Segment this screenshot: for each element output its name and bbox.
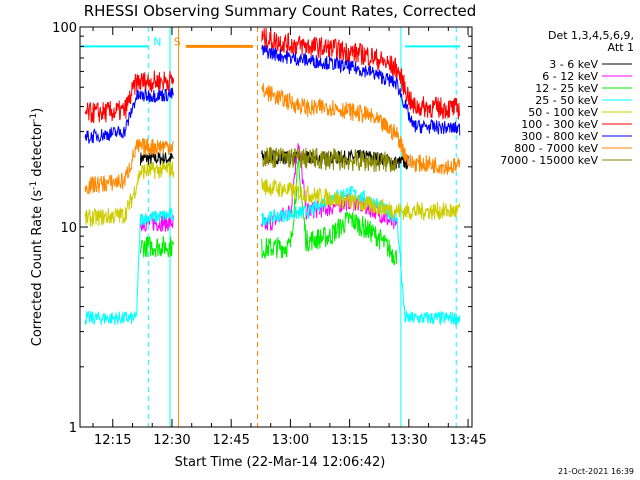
legend-header-line-2: Att 1 [608, 41, 634, 54]
legend-label-8: 7000 - 15000 keV [500, 154, 598, 167]
y-axis-label: Corrected Count Rate (s-1 detector-1) [29, 108, 45, 346]
x-tick-label-6: 13:45 [449, 433, 486, 448]
series-line-5-part-1 [261, 27, 461, 120]
x-axis-label: Start Time (22-Mar-14 12:06:42) [175, 455, 386, 470]
x-tick-label-4: 13:15 [331, 433, 368, 448]
series-line-1-part-0 [139, 213, 174, 232]
series-line-4-part-1 [261, 178, 461, 222]
chart-title: RHESSI Observing Summary Count Rates, Co… [84, 2, 477, 20]
series-line-7-part-0 [84, 138, 175, 195]
series-lines [84, 27, 461, 327]
series-line-8-part-0 [262, 146, 398, 173]
y-label-exp-2: -1 [29, 113, 39, 122]
footer-timestamp: 21-Oct-2021 16:39 [558, 467, 634, 476]
x-tick-label-2: 12:45 [212, 433, 249, 448]
night-label: N [153, 35, 161, 48]
legend-label-6: 300 - 800 keV [521, 130, 598, 143]
vertical-markers [147, 27, 457, 427]
series-line-3-part-0 [84, 206, 175, 326]
x-tick-label-5: 13:30 [390, 433, 427, 448]
axis-ticks: 12:15 12:30 12:45 13:00 13:15 13:30 13:45 1 10 10… [52, 21, 487, 448]
y-label-exp-1: -1 [29, 181, 39, 190]
series-line-2-part-0 [139, 235, 175, 258]
legend-label-2: 12 - 25 keV [535, 82, 598, 95]
legend-header-line-1: Det 1,3,4,5,6,9, [548, 29, 634, 42]
legend-label-1: 6 - 12 keV [542, 70, 598, 83]
series-line-6-part-0 [84, 87, 174, 144]
series-line-2-part-1 [261, 159, 398, 266]
legend-label-5: 100 - 300 keV [521, 118, 598, 131]
x-tick-label-0: 12:15 [94, 433, 131, 448]
y-tick-label-0: 1 [69, 421, 77, 436]
y-tick-label-2: 100 [52, 21, 77, 36]
attenuator-label: S [174, 35, 181, 48]
legend-label-0: 3 - 6 keV [549, 58, 598, 71]
legend-label-3: 25 - 50 keV [535, 94, 598, 107]
series-line-0-part-0 [139, 152, 174, 166]
series-line-4-part-0 [84, 160, 175, 227]
y-label-part-3: ) [30, 108, 45, 113]
legend-label-7: 800 - 7000 keV [514, 142, 598, 155]
series-line-7-part-1 [261, 82, 461, 176]
y-tick-label-1: 10 [60, 221, 77, 236]
y-label-part-1: Corrected Count Rate (s [30, 190, 45, 347]
x-tick-label-3: 13:00 [272, 433, 309, 448]
x-tick-label-1: 12:30 [153, 433, 190, 448]
y-label-part-2: detector [30, 121, 45, 181]
series-line-6-part-1 [261, 44, 461, 136]
legend-label-4: 50 - 100 keV [528, 106, 598, 119]
state-bars: SN [81, 35, 461, 48]
